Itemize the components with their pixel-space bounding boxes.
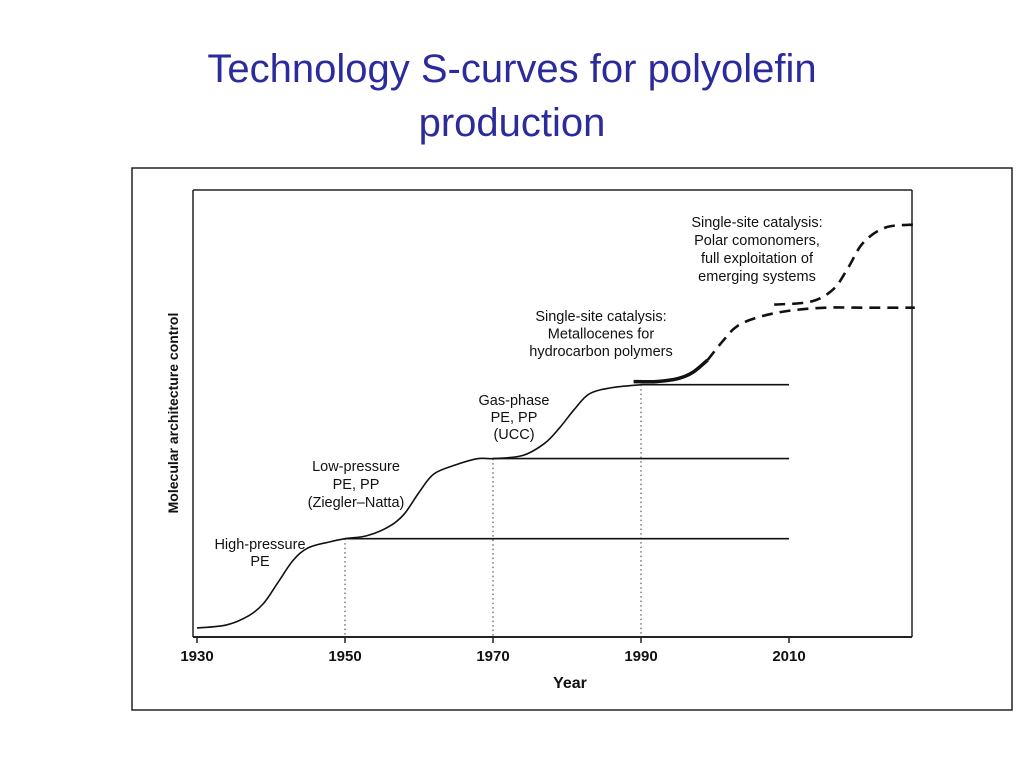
x-tick-label-2010: 2010 — [772, 648, 805, 665]
figure-frame — [131, 167, 1013, 711]
annotation-4-line-1: Single-site catalysis: — [535, 309, 666, 325]
annotation-2-line-1: Low-pressure — [312, 459, 400, 475]
annotation-3-line-2: PE, PP — [491, 410, 538, 426]
series-line-5 — [633, 358, 709, 384]
annotation-2-line-2: PE, PP — [333, 477, 380, 493]
annotation-3: Gas-phase PE, PP (UCC) — [479, 393, 550, 443]
annotation-5-line-4: emerging systems — [698, 269, 816, 285]
annotation-4-line-3: hydrocarbon polymers — [529, 344, 672, 360]
page-title: Technology S-curves for polyolefin produ… — [0, 42, 1024, 150]
annotation-5: Single-site catalysis: Polar comonomers, f… — [691, 215, 822, 285]
x-tick-label-1990: 1990 — [624, 648, 657, 665]
annotation-3-line-3: (UCC) — [493, 427, 534, 443]
x-tick-label-1970: 1970 — [476, 648, 509, 665]
page-title-line-1: Technology S-curves for polyolefin — [207, 47, 817, 91]
x-tick-label-1950: 1950 — [328, 648, 361, 665]
annotation-1-line-1: High-pressure — [214, 537, 305, 553]
annotation-4-line-2: Metallocenes for — [548, 327, 655, 343]
series-line-1 — [196, 383, 642, 629]
annotation-5-line-1: Single-site catalysis: — [691, 215, 822, 231]
y-axis-label: Molecular architecture control — [165, 313, 181, 514]
annotation-2: Low-pressure PE, PP (Ziegler–Natta) — [308, 459, 405, 511]
x-axis-label: Year — [553, 675, 587, 692]
annotation-2-line-3: (Ziegler–Natta) — [308, 495, 405, 511]
series-line-7 — [774, 223, 915, 306]
annotation-3-line-1: Gas-phase — [479, 393, 550, 409]
series-line-6 — [706, 306, 915, 361]
annotation-1-line-2: PE — [250, 554, 270, 570]
x-tick-label-1930: 1930 — [180, 648, 213, 665]
annotation-5-line-2: Polar comonomers, — [694, 233, 820, 249]
annotation-1: High-pressure PE — [214, 537, 305, 570]
annotation-5-line-3: full exploitation of — [701, 251, 814, 267]
annotation-4: Single-site catalysis: Metallocenes for hy… — [529, 309, 672, 360]
page-title-line-2: production — [418, 101, 606, 145]
